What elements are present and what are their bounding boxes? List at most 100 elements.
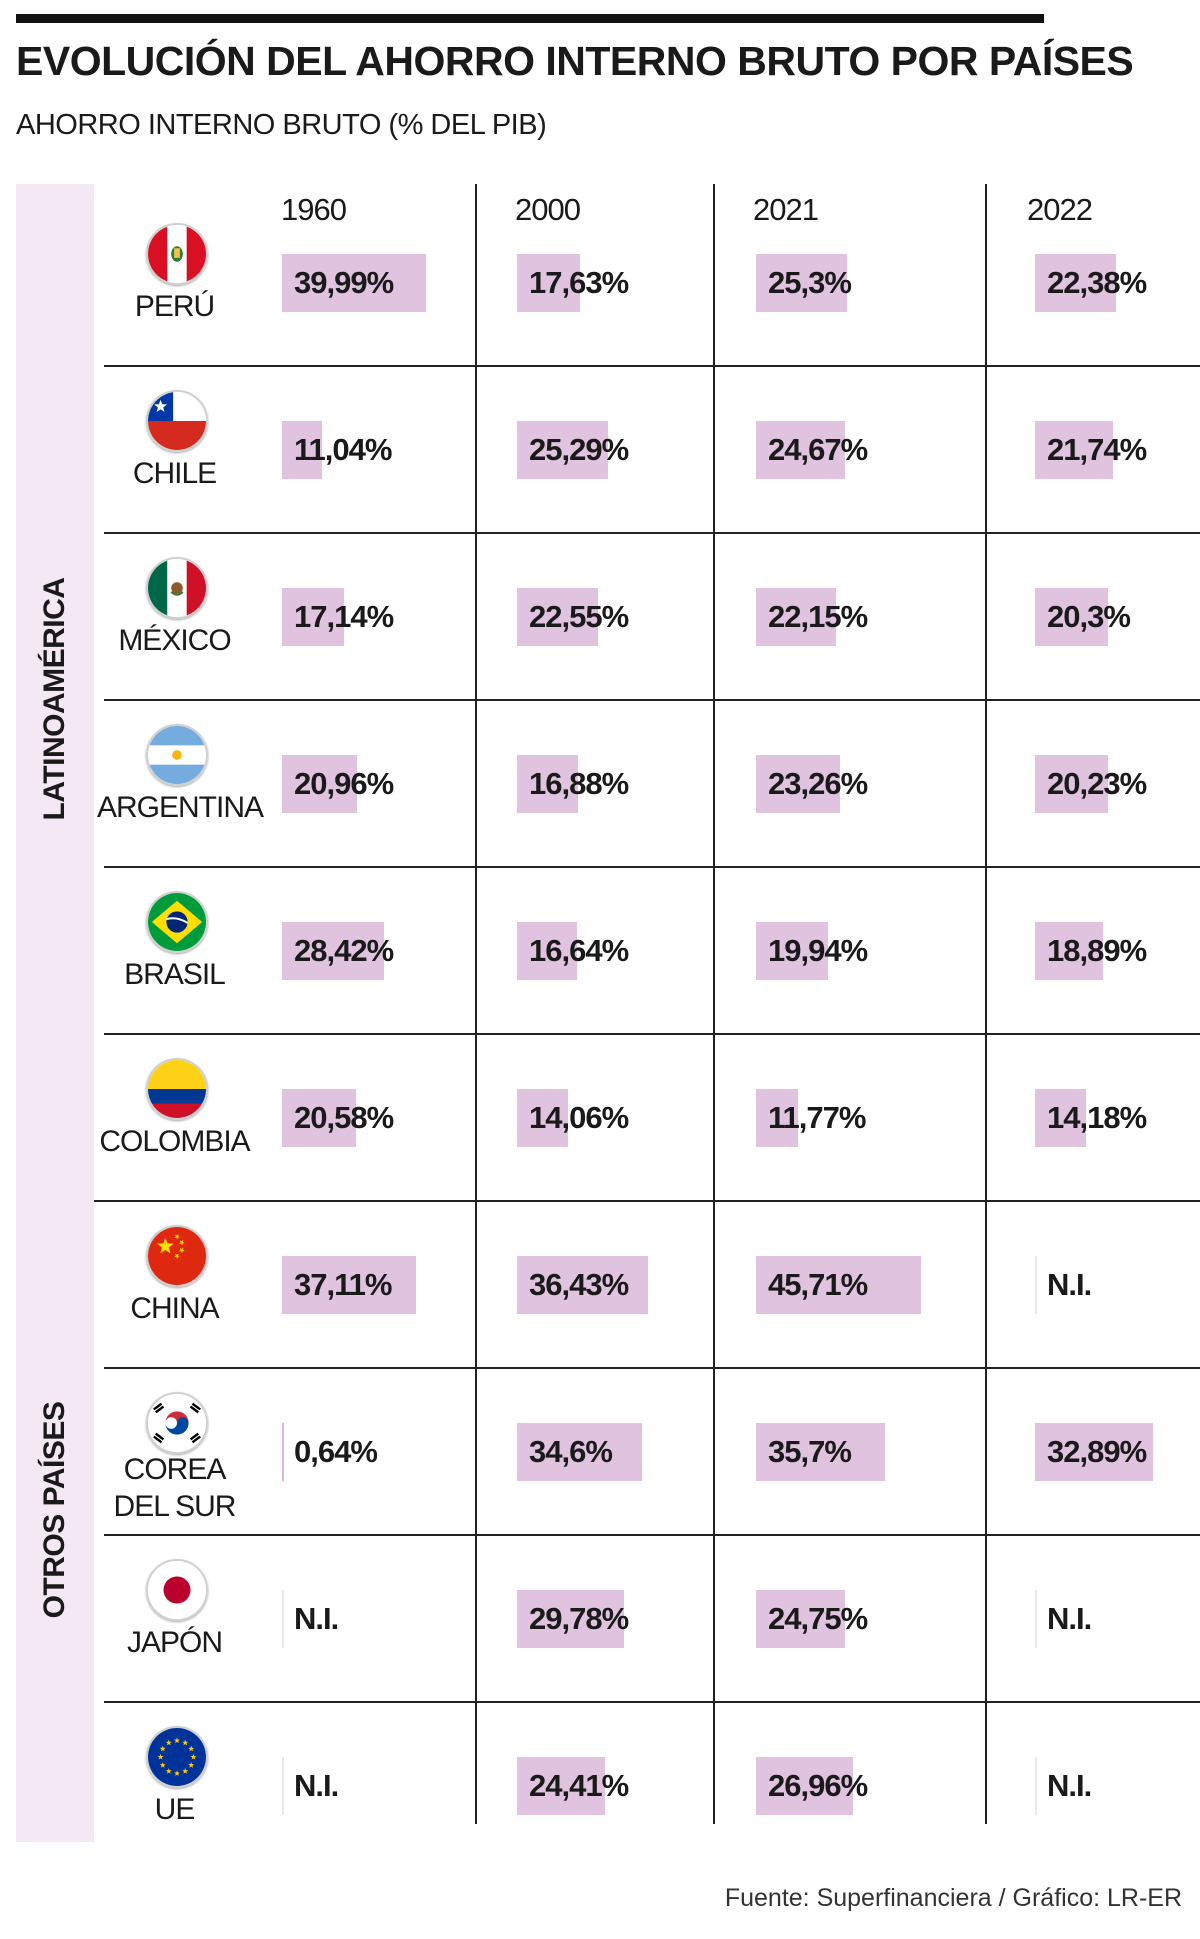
value-bar xyxy=(1035,1423,1154,1481)
value-bar xyxy=(1035,1089,1087,1147)
value-bar xyxy=(756,755,840,813)
value-bar xyxy=(756,1089,799,1147)
value-bar xyxy=(756,1256,921,1314)
value-bar xyxy=(517,421,609,479)
value-label: 21,74% xyxy=(1047,432,1147,467)
value-label: 29,78% xyxy=(529,1601,629,1636)
value-label: 36,43% xyxy=(529,1267,629,1302)
value-label: 11,04% xyxy=(294,432,392,467)
value-bar xyxy=(756,1590,846,1648)
value-bar xyxy=(1035,254,1116,312)
row-divider xyxy=(104,699,1200,701)
value-label: N.I. xyxy=(294,1601,339,1636)
source-note: Fuente: Superfinanciera / Gráfico: LR-ER xyxy=(724,1884,1182,1912)
value-label: 26,96% xyxy=(768,1768,868,1803)
brazil-flag-icon xyxy=(146,891,208,953)
value-label: 22,38% xyxy=(1047,265,1147,300)
column-divider xyxy=(985,184,987,1824)
value-label: 16,88% xyxy=(529,766,629,801)
value-label: 17,14% xyxy=(294,599,394,634)
table-row: ARGENTINA 20,96% 16,88% 23,26% 20,23% xyxy=(16,699,1200,866)
value-label: 23,26% xyxy=(768,766,868,801)
value-label: 24,75% xyxy=(768,1601,868,1636)
table-row: PERÚ 39,99% 17,63% 25,3% 22,38% xyxy=(16,198,1200,365)
value-label: 20,58% xyxy=(294,1100,394,1135)
value-label: 16,64% xyxy=(529,933,629,968)
china-flag-icon xyxy=(146,1225,208,1287)
value-bar xyxy=(756,588,836,646)
column-divider xyxy=(713,184,715,1824)
year-header-2000: 2000 xyxy=(515,192,581,227)
country-name: ARGENTINA xyxy=(97,791,264,824)
value-bar xyxy=(1035,588,1109,646)
top-rule xyxy=(16,14,1044,23)
argentina-flag-icon xyxy=(146,724,208,786)
group-band xyxy=(16,184,94,1200)
table-row: COREA DEL SUR 0,64% 34,6% 35,7% 32,89% xyxy=(16,1367,1200,1534)
country-name: PERÚ xyxy=(134,290,215,323)
value-bar xyxy=(517,1423,642,1481)
value-bar xyxy=(517,254,581,312)
row-divider xyxy=(104,365,1200,367)
group-band xyxy=(16,1186,94,1842)
value-label: N.I. xyxy=(1047,1601,1092,1636)
value-label: 37,11% xyxy=(294,1267,392,1302)
value-label: 24,41% xyxy=(529,1768,629,1803)
value-bar xyxy=(756,922,828,980)
value-label: 28,42% xyxy=(294,933,394,968)
row-divider xyxy=(104,1701,1200,1703)
value-label: 25,29% xyxy=(529,432,629,467)
value-label: 25,3% xyxy=(768,265,852,300)
value-label: 35,7% xyxy=(768,1434,852,1469)
value-bar-empty xyxy=(1035,1757,1037,1815)
value-label: 20,96% xyxy=(294,766,394,801)
value-bar xyxy=(282,922,385,980)
value-bar xyxy=(756,1423,885,1481)
value-label: 20,3% xyxy=(1047,599,1131,634)
value-label: N.I. xyxy=(294,1768,339,1803)
value-bar xyxy=(756,1757,854,1815)
value-label: 39,99% xyxy=(294,265,394,300)
value-bar xyxy=(517,1256,649,1314)
value-bar xyxy=(517,1590,625,1648)
row-divider xyxy=(104,532,1200,534)
value-bar-empty xyxy=(1035,1590,1037,1648)
table-row: CHINA 37,11% 36,43% 45,71% N.I. xyxy=(16,1200,1200,1367)
country-name: CHINA xyxy=(130,1292,219,1325)
value-label: 34,6% xyxy=(529,1434,613,1469)
table-row: MÉXICO 17,14% 22,55% 22,15% 20,3% xyxy=(16,532,1200,699)
country-name: COREA DEL SUR xyxy=(113,1453,237,1523)
row-divider xyxy=(104,1033,1200,1035)
value-bar-empty xyxy=(282,1757,284,1815)
value-bar-empty xyxy=(282,1590,284,1648)
value-bar xyxy=(282,755,358,813)
year-header-1960: 1960 xyxy=(281,192,347,227)
eu-flag-icon xyxy=(146,1726,208,1788)
value-bar-empty xyxy=(1035,1256,1037,1314)
value-bar xyxy=(282,1256,416,1314)
value-label: 32,89% xyxy=(1047,1434,1147,1469)
value-label: 22,55% xyxy=(529,599,629,634)
value-label: 45,71% xyxy=(768,1267,868,1302)
value-bar xyxy=(282,421,322,479)
value-bar xyxy=(1035,922,1103,980)
value-label: 11,77% xyxy=(768,1100,866,1135)
row-divider xyxy=(104,866,1200,868)
country-name: JAPÓN xyxy=(126,1626,223,1659)
value-label: 14,06% xyxy=(529,1100,629,1135)
row-divider xyxy=(104,1367,1200,1369)
value-label: 14,18% xyxy=(1047,1100,1147,1135)
value-label: 20,23% xyxy=(1047,766,1147,801)
year-header-2021: 2021 xyxy=(753,192,819,227)
value-bar xyxy=(282,1089,357,1147)
peru-flag-icon xyxy=(146,223,208,285)
value-label: N.I. xyxy=(1047,1768,1092,1803)
value-bar xyxy=(517,755,578,813)
value-bar xyxy=(1035,421,1114,479)
savings-table: 1960 2000 2021 2022 LATINOAMÉRICA PERÚ 39,99% 1… xyxy=(16,184,1200,1874)
value-bar xyxy=(517,1089,568,1147)
table-row: CHILE 11,04% 25,29% 24,67% 21,74% xyxy=(16,365,1200,532)
table-row: BRASIL 28,42% 16,64% 19,94% 18,89% xyxy=(16,866,1200,1033)
japan-flag-icon xyxy=(146,1559,208,1621)
value-bar xyxy=(756,254,848,312)
